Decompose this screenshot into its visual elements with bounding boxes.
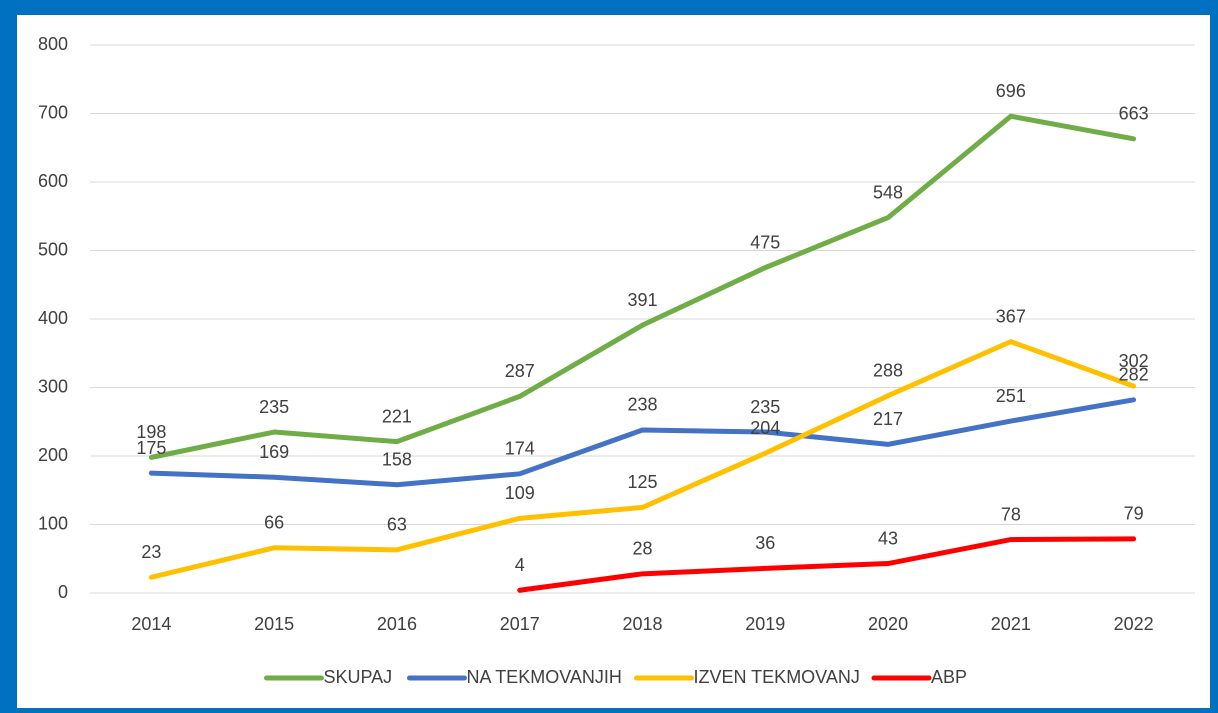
data-label: 287: [505, 361, 535, 381]
data-label: 696: [996, 81, 1026, 101]
data-label: 217: [873, 409, 903, 429]
data-label: 367: [996, 306, 1026, 326]
data-label: 158: [382, 450, 412, 470]
x-tick-label: 2017: [500, 614, 540, 634]
x-tick-label: 2014: [131, 614, 171, 634]
data-label: 302: [1119, 351, 1149, 371]
y-tick-label: 400: [38, 308, 68, 328]
data-label: 548: [873, 182, 903, 202]
x-tick-label: 2015: [254, 614, 294, 634]
data-label: 169: [259, 442, 289, 462]
series-line: [517, 536, 1137, 593]
x-tick-label: 2022: [1114, 614, 1154, 634]
y-tick-label: 100: [38, 513, 68, 533]
x-tick-label: 2016: [377, 614, 417, 634]
x-tick-label: 2018: [622, 614, 662, 634]
data-label: 4: [515, 555, 525, 575]
data-label: 221: [382, 406, 412, 426]
data-label: 198: [136, 422, 166, 442]
data-label: 251: [996, 386, 1026, 406]
y-tick-label: 800: [38, 34, 68, 54]
data-label: 23: [141, 542, 161, 562]
series-line: [148, 339, 1137, 580]
data-label: 109: [505, 483, 535, 503]
legend-label: ABP: [931, 667, 967, 687]
data-label: 238: [627, 395, 657, 415]
data-label: 174: [505, 439, 535, 459]
data-label: 175: [136, 438, 166, 458]
legend-label: SKUPAJ: [324, 667, 393, 687]
data-label: 288: [873, 360, 903, 380]
data-label: 235: [259, 397, 289, 417]
y-tick-label: 500: [38, 239, 68, 259]
data-label: 125: [627, 472, 657, 492]
x-tick-label: 2020: [868, 614, 908, 634]
y-tick-label: 300: [38, 376, 68, 396]
data-label: 63: [387, 515, 407, 535]
data-label: 66: [264, 513, 284, 533]
x-tick-label: 2021: [991, 614, 1031, 634]
data-label: 36: [755, 533, 775, 553]
data-label: 78: [1001, 504, 1021, 524]
data-label: 235: [750, 397, 780, 417]
legend-label: IZVEN TEKMOVANJ: [694, 667, 860, 687]
data-label: 79: [1124, 504, 1144, 524]
data-label: 475: [750, 232, 780, 252]
y-tick-label: 700: [38, 102, 68, 122]
y-tick-label: 600: [38, 171, 68, 191]
series-line: [148, 113, 1137, 460]
data-label: 28: [632, 539, 652, 559]
data-label: 282: [1119, 365, 1149, 385]
x-tick-label: 2019: [745, 614, 785, 634]
data-label: 204: [750, 418, 780, 438]
series-line: [148, 397, 1137, 488]
y-tick-label: 200: [38, 445, 68, 465]
data-label: 663: [1119, 104, 1149, 124]
y-tick-label: 0: [58, 582, 68, 602]
data-label: 43: [878, 528, 898, 548]
legend-label: NA TEKMOVANJIH: [467, 667, 622, 687]
data-label: 391: [627, 290, 657, 310]
